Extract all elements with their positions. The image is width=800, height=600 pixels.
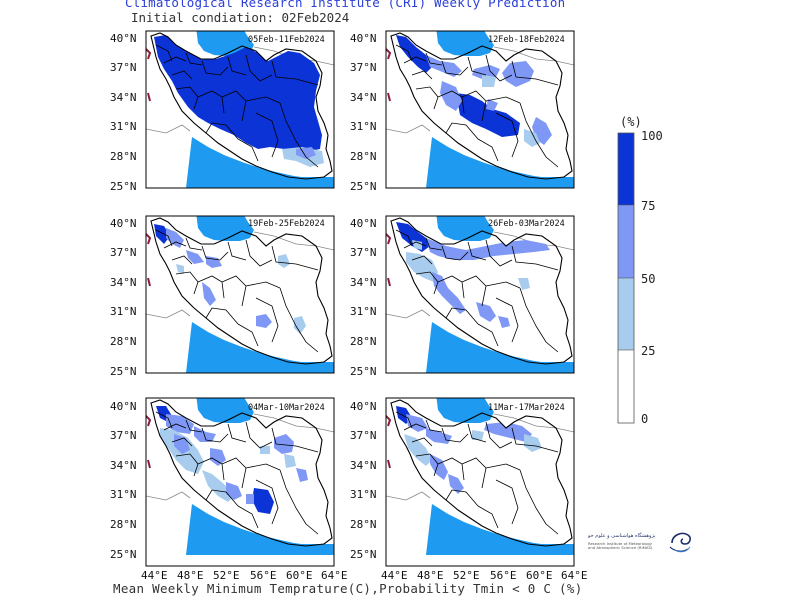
lon-label: 64°E [321, 569, 348, 582]
logo-name-en-2: and Atmospheric Science (RIMAS) [588, 545, 653, 551]
colorbar-level: 100 [641, 129, 663, 143]
lat-label: 28°N [110, 150, 137, 163]
rimas-logo: پژوهشگاه هواشناسی و علوم جو Research Ins… [588, 529, 692, 555]
lat-label: 34°N [110, 276, 137, 289]
lat-label: 40°N [350, 217, 377, 230]
lon-label: 44°E [141, 569, 168, 582]
colorbar-level: 50 [641, 272, 655, 286]
map-panel-4 [385, 215, 575, 374]
map-panel-1 [145, 30, 335, 189]
lat-label: 25°N [350, 548, 377, 561]
lat-labels-panel-2: 40°N 37°N 34°N 31°N 28°N 25°N [350, 32, 377, 193]
lon-label: 48°E [417, 569, 444, 582]
lat-label: 37°N [350, 429, 377, 442]
map-panel-3 [145, 215, 335, 374]
lon-label: 52°E [453, 569, 480, 582]
map-panel-2 [385, 30, 575, 189]
lat-label: 34°N [350, 91, 377, 104]
lon-labels-right: 44°E 48°E 52°E 56°E 60°E 64°E [381, 569, 588, 582]
logo-name-fa: پژوهشگاه هواشناسی و علوم جو [588, 533, 656, 539]
lat-label: 31°N [350, 120, 377, 133]
period-label-5: 04Mar-10Mar2024 [248, 403, 325, 413]
lon-label: 56°E [250, 569, 277, 582]
lat-labels-panel-4: 40°N 37°N 34°N 31°N 28°N 25°N [350, 217, 377, 378]
period-label-6: 11Mar-17Mar2024 [488, 403, 565, 413]
lat-labels-panel-5: 40°N 37°N 34°N 31°N 28°N 25°N [110, 400, 137, 561]
colorbar-swatch-50-75 [618, 205, 634, 278]
lat-labels-panel-6: 40°N 37°N 34°N 31°N 28°N 25°N [350, 400, 377, 561]
lon-labels-left: 44°E 48°E 52°E 56°E 60°E 64°E [141, 569, 348, 582]
lat-label: 40°N [350, 400, 377, 413]
colorbar-level: 0 [641, 412, 648, 426]
colorbar: (%) 100 75 50 25 0 [617, 115, 663, 426]
lat-label: 34°N [350, 276, 377, 289]
lat-label: 28°N [350, 335, 377, 348]
lon-label: 60°E [526, 569, 553, 582]
period-label-2: 12Feb-18Feb2024 [488, 35, 565, 45]
map-panel-5 [145, 397, 335, 567]
lat-label: 31°N [110, 120, 137, 133]
lon-label: 56°E [490, 569, 517, 582]
lat-label: 25°N [350, 365, 377, 378]
footer-caption: Mean Weekly Minimum Temprature(C),Probab… [113, 581, 583, 596]
lat-label: 28°N [110, 335, 137, 348]
chart-title: Climatological Research Institute (CRI) … [125, 0, 566, 10]
colorbar-swatch-25-50 [618, 278, 634, 350]
lat-label: 28°N [350, 150, 377, 163]
lon-label: 64°E [561, 569, 588, 582]
lat-label: 34°N [350, 459, 377, 472]
lat-label: 31°N [350, 305, 377, 318]
lat-labels-panel-3: 40°N 37°N 34°N 31°N 28°N 25°N [110, 217, 137, 378]
lon-label: 52°E [213, 569, 240, 582]
lat-label: 40°N [350, 32, 377, 45]
lat-label: 25°N [110, 548, 137, 561]
lat-label: 31°N [110, 488, 137, 501]
period-label-1: 05Feb-11Feb2024 [248, 35, 325, 45]
lat-label: 28°N [350, 518, 377, 531]
lat-label: 34°N [110, 459, 137, 472]
lat-label: 37°N [350, 246, 377, 259]
initial-condition-label: Initial condiation: 02Feb2024 [131, 10, 350, 25]
lat-label: 31°N [350, 488, 377, 501]
lat-label: 25°N [350, 180, 377, 193]
lat-labels-panel-1: 40°N 37°N 34°N 31°N 28°N 25°N [110, 32, 137, 193]
lat-label: 34°N [110, 91, 137, 104]
colorbar-level: 25 [641, 344, 655, 358]
colorbar-swatch-0-25 [618, 350, 634, 423]
lat-label: 37°N [110, 246, 137, 259]
logo-swirl-icon [669, 532, 691, 553]
lat-label: 40°N [110, 32, 137, 45]
lat-label: 25°N [110, 180, 137, 193]
lat-label: 40°N [110, 400, 137, 413]
lat-label: 40°N [110, 217, 137, 230]
lat-label: 37°N [350, 61, 377, 74]
lat-label: 25°N [110, 365, 137, 378]
period-label-3: 19Feb-25Feb2024 [248, 219, 325, 229]
colorbar-unit: (%) [620, 115, 642, 129]
lon-label: 44°E [381, 569, 408, 582]
colorbar-level: 75 [641, 199, 655, 213]
lat-label: 37°N [110, 61, 137, 74]
period-label-4: 26Feb-03Mar2024 [488, 219, 565, 229]
lon-label: 48°E [177, 569, 204, 582]
lat-label: 28°N [110, 518, 137, 531]
logo-name-en-1: Research Institute of Meteorology [588, 541, 653, 546]
lon-label: 60°E [286, 569, 313, 582]
colorbar-swatch-75-100 [618, 133, 634, 205]
map-panel-6 [385, 397, 575, 567]
lat-label: 37°N [110, 429, 137, 442]
lat-label: 31°N [110, 305, 137, 318]
